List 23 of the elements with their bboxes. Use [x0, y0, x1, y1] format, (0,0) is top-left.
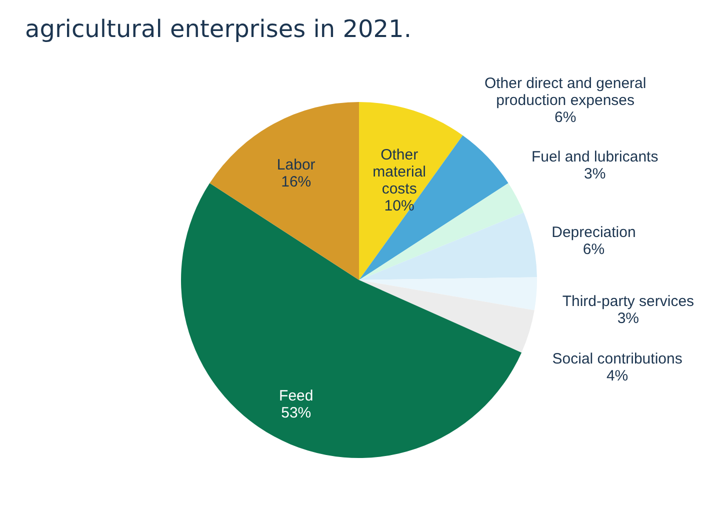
data-label: 6% [582, 240, 605, 258]
slice-label: Fuel and lubricants [531, 148, 658, 166]
slice-label: Social contributions [552, 350, 682, 368]
pie-slice [359, 280, 534, 353]
data-label: 53% [281, 404, 312, 422]
slice-label: Other material costs [372, 146, 426, 198]
pie-slice [359, 183, 524, 280]
data-label: 3% [617, 310, 640, 327]
data-label: 4% [606, 368, 628, 385]
pie-slice [359, 277, 537, 310]
slice-label: Third-party services [562, 292, 694, 310]
slice-label: Feed [279, 388, 314, 405]
slice-label: Other direct and general production expenses [484, 75, 646, 110]
chart-title: agricultural enterprises in 2021. [25, 15, 412, 43]
pie-slice [359, 212, 537, 280]
data-label: 6% [554, 109, 576, 126]
pie-slice [210, 102, 359, 280]
pie-slice [359, 135, 508, 280]
slice-label: Labor [276, 156, 316, 174]
pie-slice [359, 102, 463, 280]
slice-label: Depreciation [552, 224, 636, 241]
data-label: 3% [584, 166, 606, 183]
data-label: 16% [281, 173, 312, 190]
